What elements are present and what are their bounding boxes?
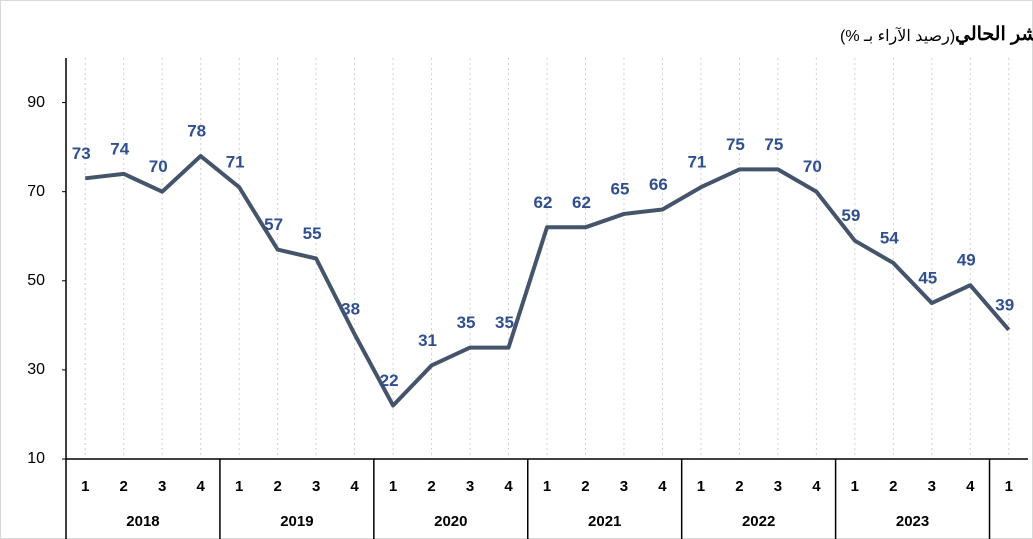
data-label: 66 [649,175,668,194]
data-label: 75 [764,135,783,154]
x-tick-label: 1 [697,478,705,495]
y-tick-label: 90 [27,94,45,111]
x-tick-label: 4 [812,478,821,495]
x-tick-label: 2 [120,478,128,495]
x-tick-label: 2 [735,478,743,495]
data-label: 62 [534,193,553,212]
data-label: 73 [72,144,91,163]
x-tick-label: 1 [851,478,859,495]
data-label: 45 [918,269,937,288]
data-label: 71 [226,153,245,172]
x-tick-label: 3 [466,478,474,495]
x-tick-label: 3 [312,478,320,495]
x-tick-label: 3 [774,478,782,495]
data-label: 55 [303,224,322,243]
x-group-label: 2018 [126,513,159,530]
data-label: 74 [110,139,129,158]
data-label: 35 [495,313,514,332]
x-tick-label: 2 [427,478,435,495]
x-group-label: 2022 [742,513,775,530]
data-label: 62 [572,193,591,212]
data-label: 70 [149,157,168,176]
line [85,154,1011,408]
x-tick-label: 3 [620,478,628,495]
x-tick-label: 4 [504,478,513,495]
data-label: 70 [803,157,822,176]
x-tick-label: 1 [543,478,551,495]
x-group-label: 2019 [280,513,313,530]
data-label: 22 [380,371,399,390]
data-label: 65 [610,179,629,198]
x-tick-label: 3 [158,478,166,495]
x-tick-label: 2 [581,478,589,495]
x-tick-label: 1 [1005,478,1013,495]
x-tick-label: 2 [273,478,281,495]
x-tick-label: 4 [658,478,667,495]
x-group-label: 2020 [434,513,467,530]
chart-subtitle: (رصيد الآراء بـ %) [840,27,955,45]
y-tick-label: 10 [27,450,45,467]
data-label: 71 [687,153,706,172]
x-tick-label: 1 [81,478,89,495]
x-tick-label: 4 [197,478,206,495]
data-label: 49 [957,251,976,270]
data-label: 38 [341,300,360,319]
x-tick-label: 1 [389,478,397,495]
y-tick-label: 70 [27,183,45,200]
x-tick-label: 3 [928,478,936,495]
x-tick-label: 4 [966,478,975,495]
x-tick-label: 4 [350,478,359,495]
x-tick-label: 2 [889,478,897,495]
x-group-label: 2021 [588,513,621,530]
chart-title: المؤشر الحالي [955,24,1033,46]
data-label: 39 [995,295,1014,314]
x-group-label: 2023 [896,513,929,530]
y-tick-label: 30 [27,361,45,378]
data-label: 54 [880,228,899,247]
y-tick-label: 50 [27,272,45,289]
data-label: 57 [264,215,283,234]
data-label: 35 [457,313,476,332]
data-label: 31 [418,331,437,350]
data-label: 78 [187,122,206,141]
x-tick-label: 1 [235,478,243,495]
data-label: 59 [841,206,860,225]
data-label: 75 [726,135,745,154]
